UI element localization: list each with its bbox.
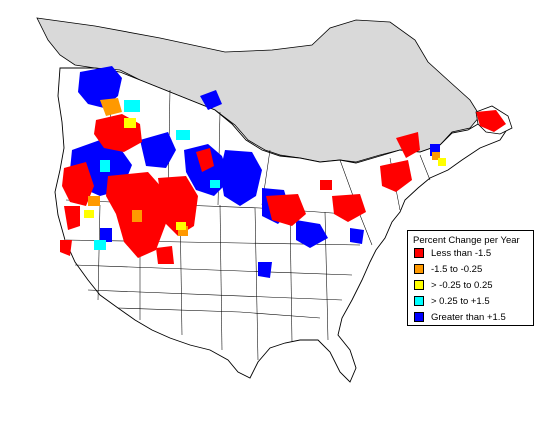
legend-item: Greater than +1.5 <box>414 311 506 323</box>
legend-label: Greater than +1.5 <box>431 311 506 323</box>
legend-label: > 0.25 to +1.5 <box>431 295 490 307</box>
legend-item: -1.5 to -0.25 <box>414 263 482 275</box>
legend-item: Less than -1.5 <box>414 247 491 259</box>
legend-item: > -0.25 to 0.25 <box>414 279 493 291</box>
trend-red-areas <box>60 110 506 264</box>
legend-swatch <box>414 280 424 290</box>
trend-cyan-areas <box>94 100 220 250</box>
legend-swatch <box>414 264 424 274</box>
legend-swatch <box>414 312 424 322</box>
legend-label: -1.5 to -0.25 <box>431 263 483 275</box>
legend-label: > -0.25 to 0.25 <box>431 279 493 291</box>
legend-swatch <box>414 296 424 306</box>
legend-swatch <box>414 248 424 258</box>
legend-title: Percent Change per Year <box>413 235 520 246</box>
legend-label: Less than -1.5 <box>431 247 492 259</box>
map-legend: Percent Change per Year Less than -1.5 -1… <box>407 230 534 326</box>
legend-item: > 0.25 to +1.5 <box>414 295 490 307</box>
trend-yellow-areas <box>84 118 446 230</box>
